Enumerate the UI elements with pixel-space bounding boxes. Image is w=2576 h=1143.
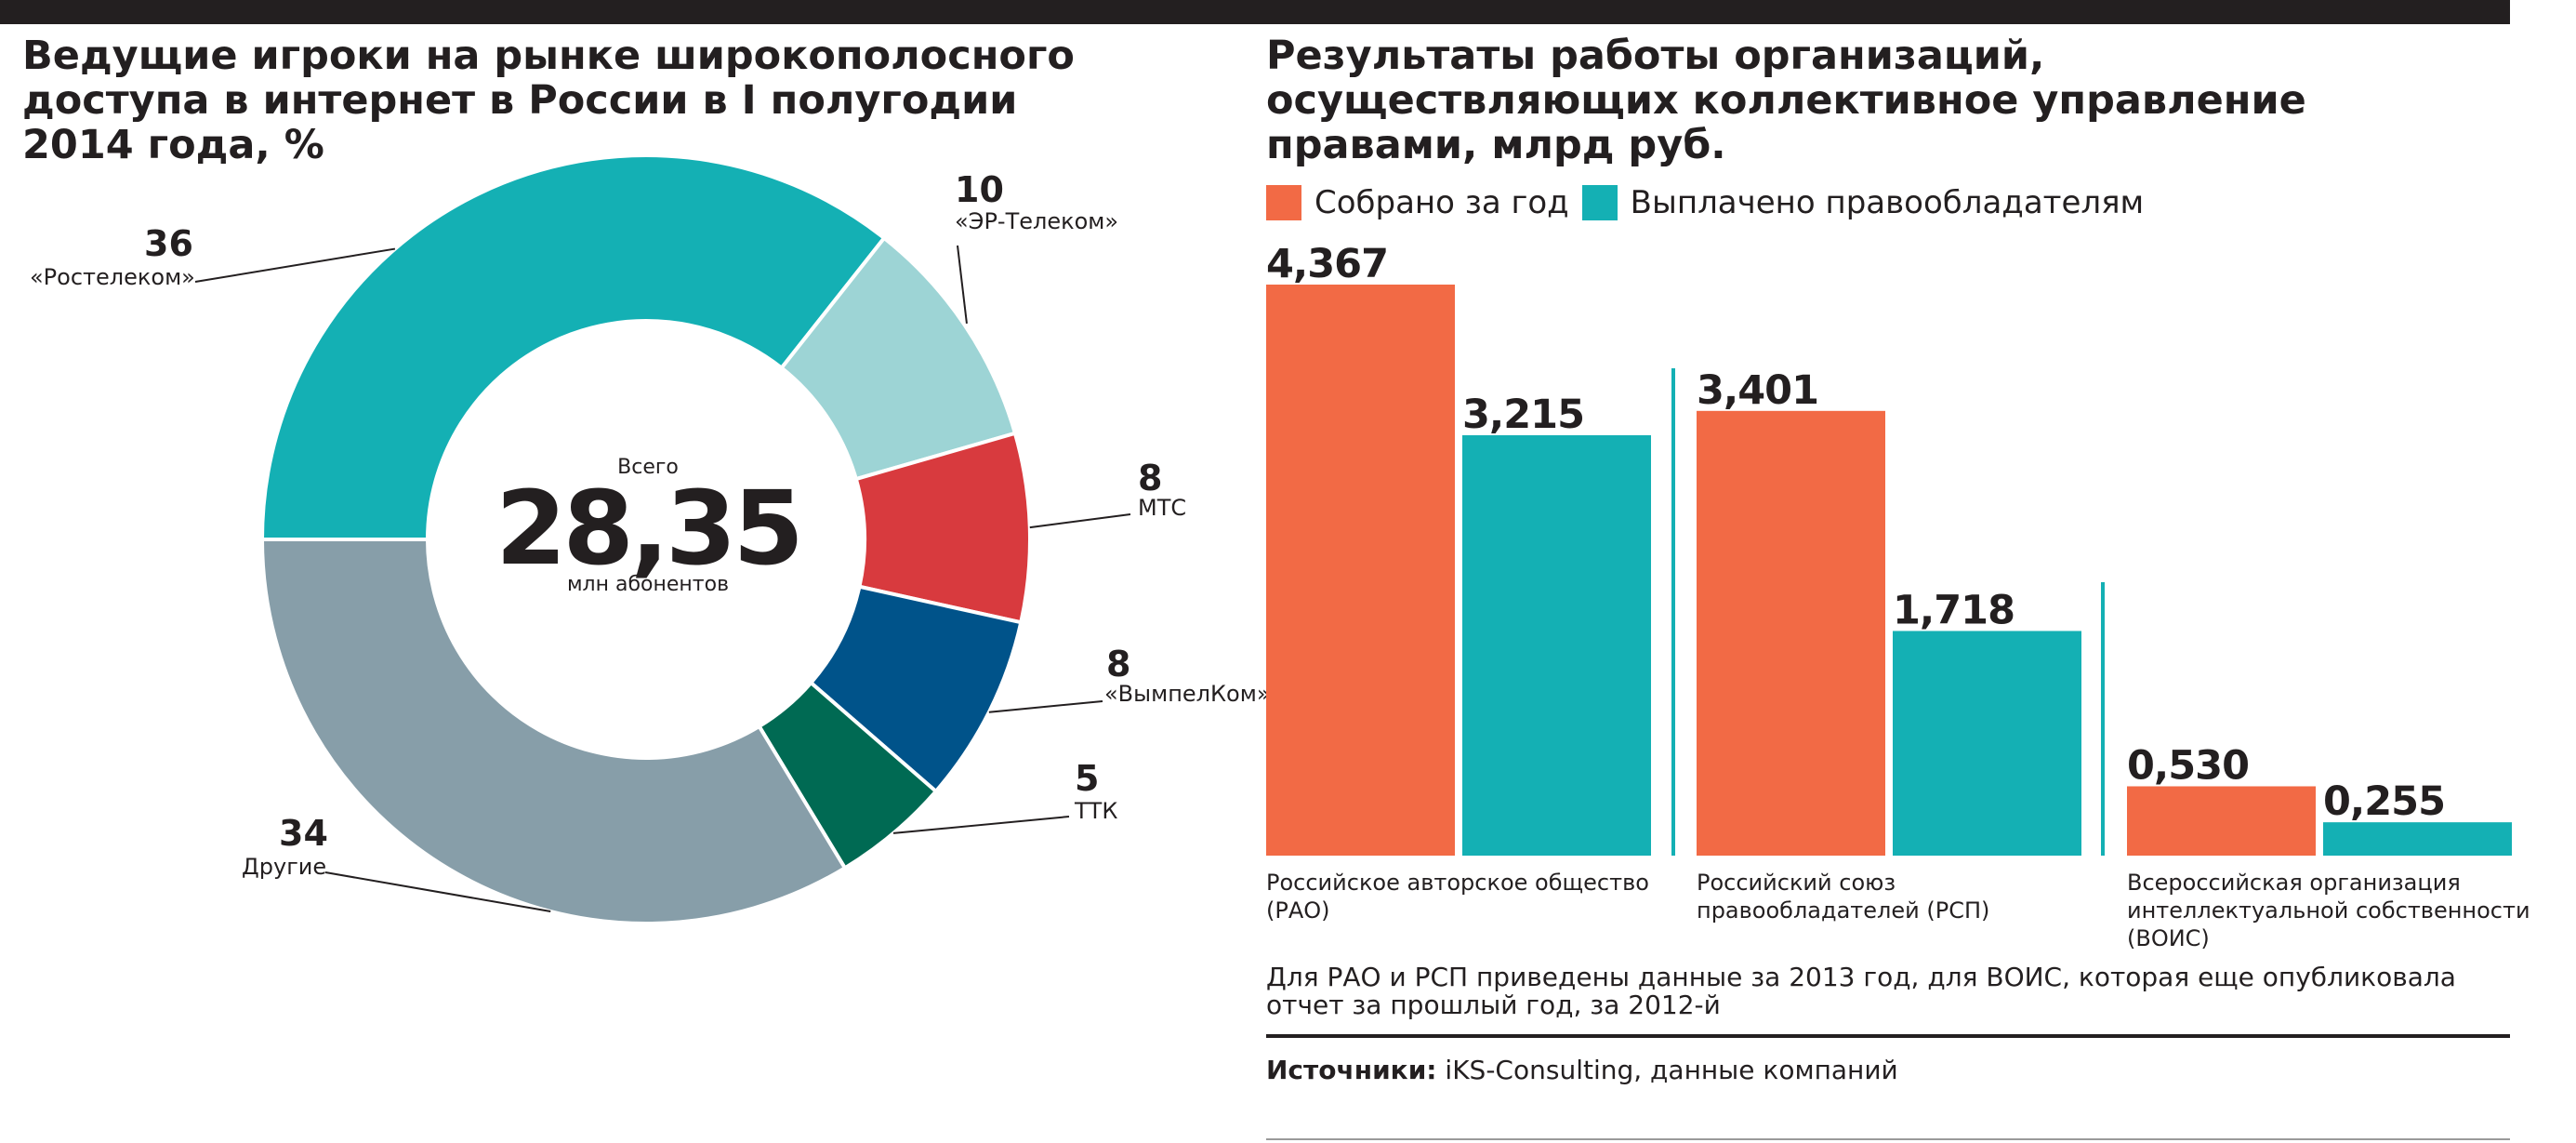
group-label-rsp: Российский союз правообладателей (РСП) [1697,869,2087,924]
bar-value-vois-collected: 0,530 [2127,742,2249,789]
bar-rsp-collected [1697,410,1885,856]
source-line: Источники: iKS-Consulting, данные компан… [1266,1055,1898,1085]
group-label-rsp-line-1: Российский союз [1697,870,1896,896]
slice-name-vimpelcom: «ВымпелКом» [1104,681,1271,707]
leader-line-ttk [892,816,1070,834]
footnote: Для РАО и РСП приведены данные за 2013 г… [1266,964,2456,1019]
group-label-vois-line-1: Всероссийская организация [2127,870,2461,896]
source-rule [1266,1034,2510,1038]
group-label-vois-line-2: интеллектуальной собственности [2127,897,2530,924]
legend-swatch-collected [1266,185,1301,220]
bar-vois-paid [2323,822,2512,856]
footnote-line-1: Для РАО и РСП приведены данные за 2013 г… [1266,962,2456,992]
bar-vois-collected [2127,786,2316,856]
leader-line-vimpelcom [988,700,1103,713]
bar-value-rsp-paid: 1,718 [1893,587,2015,633]
bar-rao-collected [1266,285,1455,856]
source-text: iKS-Consulting, данные компаний [1436,1055,1898,1085]
legend-label-paid: Выплачено правообладателям [1630,184,2145,221]
group-label-rao: Российское авторское общество (РАО) [1266,869,1657,924]
footnote-line-2: отчет за прошлый год, за 2012-й [1266,990,1721,1020]
legend-label-collected: Собрано за год [1314,184,1569,221]
right-title-line-3: правами, млрд руб. [1266,122,1726,168]
leader-line-er-telecom [957,245,968,325]
donut-chart [194,153,1131,925]
slice-name-mts: МТС [1138,495,1187,521]
bar-value-rao-paid: 3,215 [1462,392,1584,438]
bar-rsp-paid [1893,631,2081,856]
slice-value-others: 34 [279,813,328,854]
center-label-bottom: млн абонентов [566,573,730,596]
group-label-rao-line-1: Российское авторское общество [1266,870,1649,896]
bar-value-vois-paid: 0,255 [2323,778,2445,825]
bar-value-rao-collected: 4,367 [1266,241,1388,287]
chart-legend: Собрано за год Выплачено правообладателя… [1266,184,2157,221]
slice-name-ttk: ТТК [1075,798,1118,824]
donut-slice-others [259,538,848,925]
source-prefix: Источники: [1266,1055,1437,1085]
slice-value-mts: 8 [1138,458,1163,498]
leader-line-mts [1029,513,1131,529]
slice-value-er-telecom: 10 [955,169,1004,210]
slice-value-rostelecom: 36 [144,223,193,264]
leader-line-others [324,871,551,912]
left-title-line-3: 2014 года, % [22,122,324,168]
slice-name-er-telecom: «ЭР-Телеком» [955,208,1119,234]
bottom-rule [1266,1138,2510,1140]
legend-swatch-paid [1581,185,1618,220]
leader-line-rostelecom [194,247,396,283]
group-label-rao-line-2: (РАО) [1266,897,1330,924]
right-title-line-1: Результаты работы организаций, [1266,33,2045,79]
slice-value-vimpelcom: 8 [1106,644,1131,684]
donut-slice-rostelecom [259,153,887,541]
top-rule [0,0,2510,24]
left-title-line-2: доступа в интернет в России в I полугоди… [22,77,1018,124]
left-title-line-1: Ведущие игроки на рынке широкополосного [22,33,1075,79]
group-label-vois-line-3: (ВОИС) [2127,925,2210,951]
slice-value-ttk: 5 [1075,758,1100,799]
group-label-rsp-line-2: правообладателей (РСП) [1697,897,1990,924]
group-label-vois: Всероссийская организация интеллектуальн… [2127,869,2536,952]
bar-rao-paid [1462,434,1651,856]
center-total-value: 28,35 [495,469,804,588]
bar-value-rsp-collected: 3,401 [1697,367,1818,414]
right-chart-title: Результаты работы организаций, осуществл… [1266,33,2306,167]
right-title-line-2: осуществляющих коллективное управление [1266,77,2306,124]
slice-name-rostelecom: «Ростелеком» [30,264,195,290]
center-label-top: Всего [617,456,679,479]
slice-name-others: Другие [242,854,327,880]
left-chart-title: Ведущие игроки на рынке широкополосного … [22,33,1075,167]
